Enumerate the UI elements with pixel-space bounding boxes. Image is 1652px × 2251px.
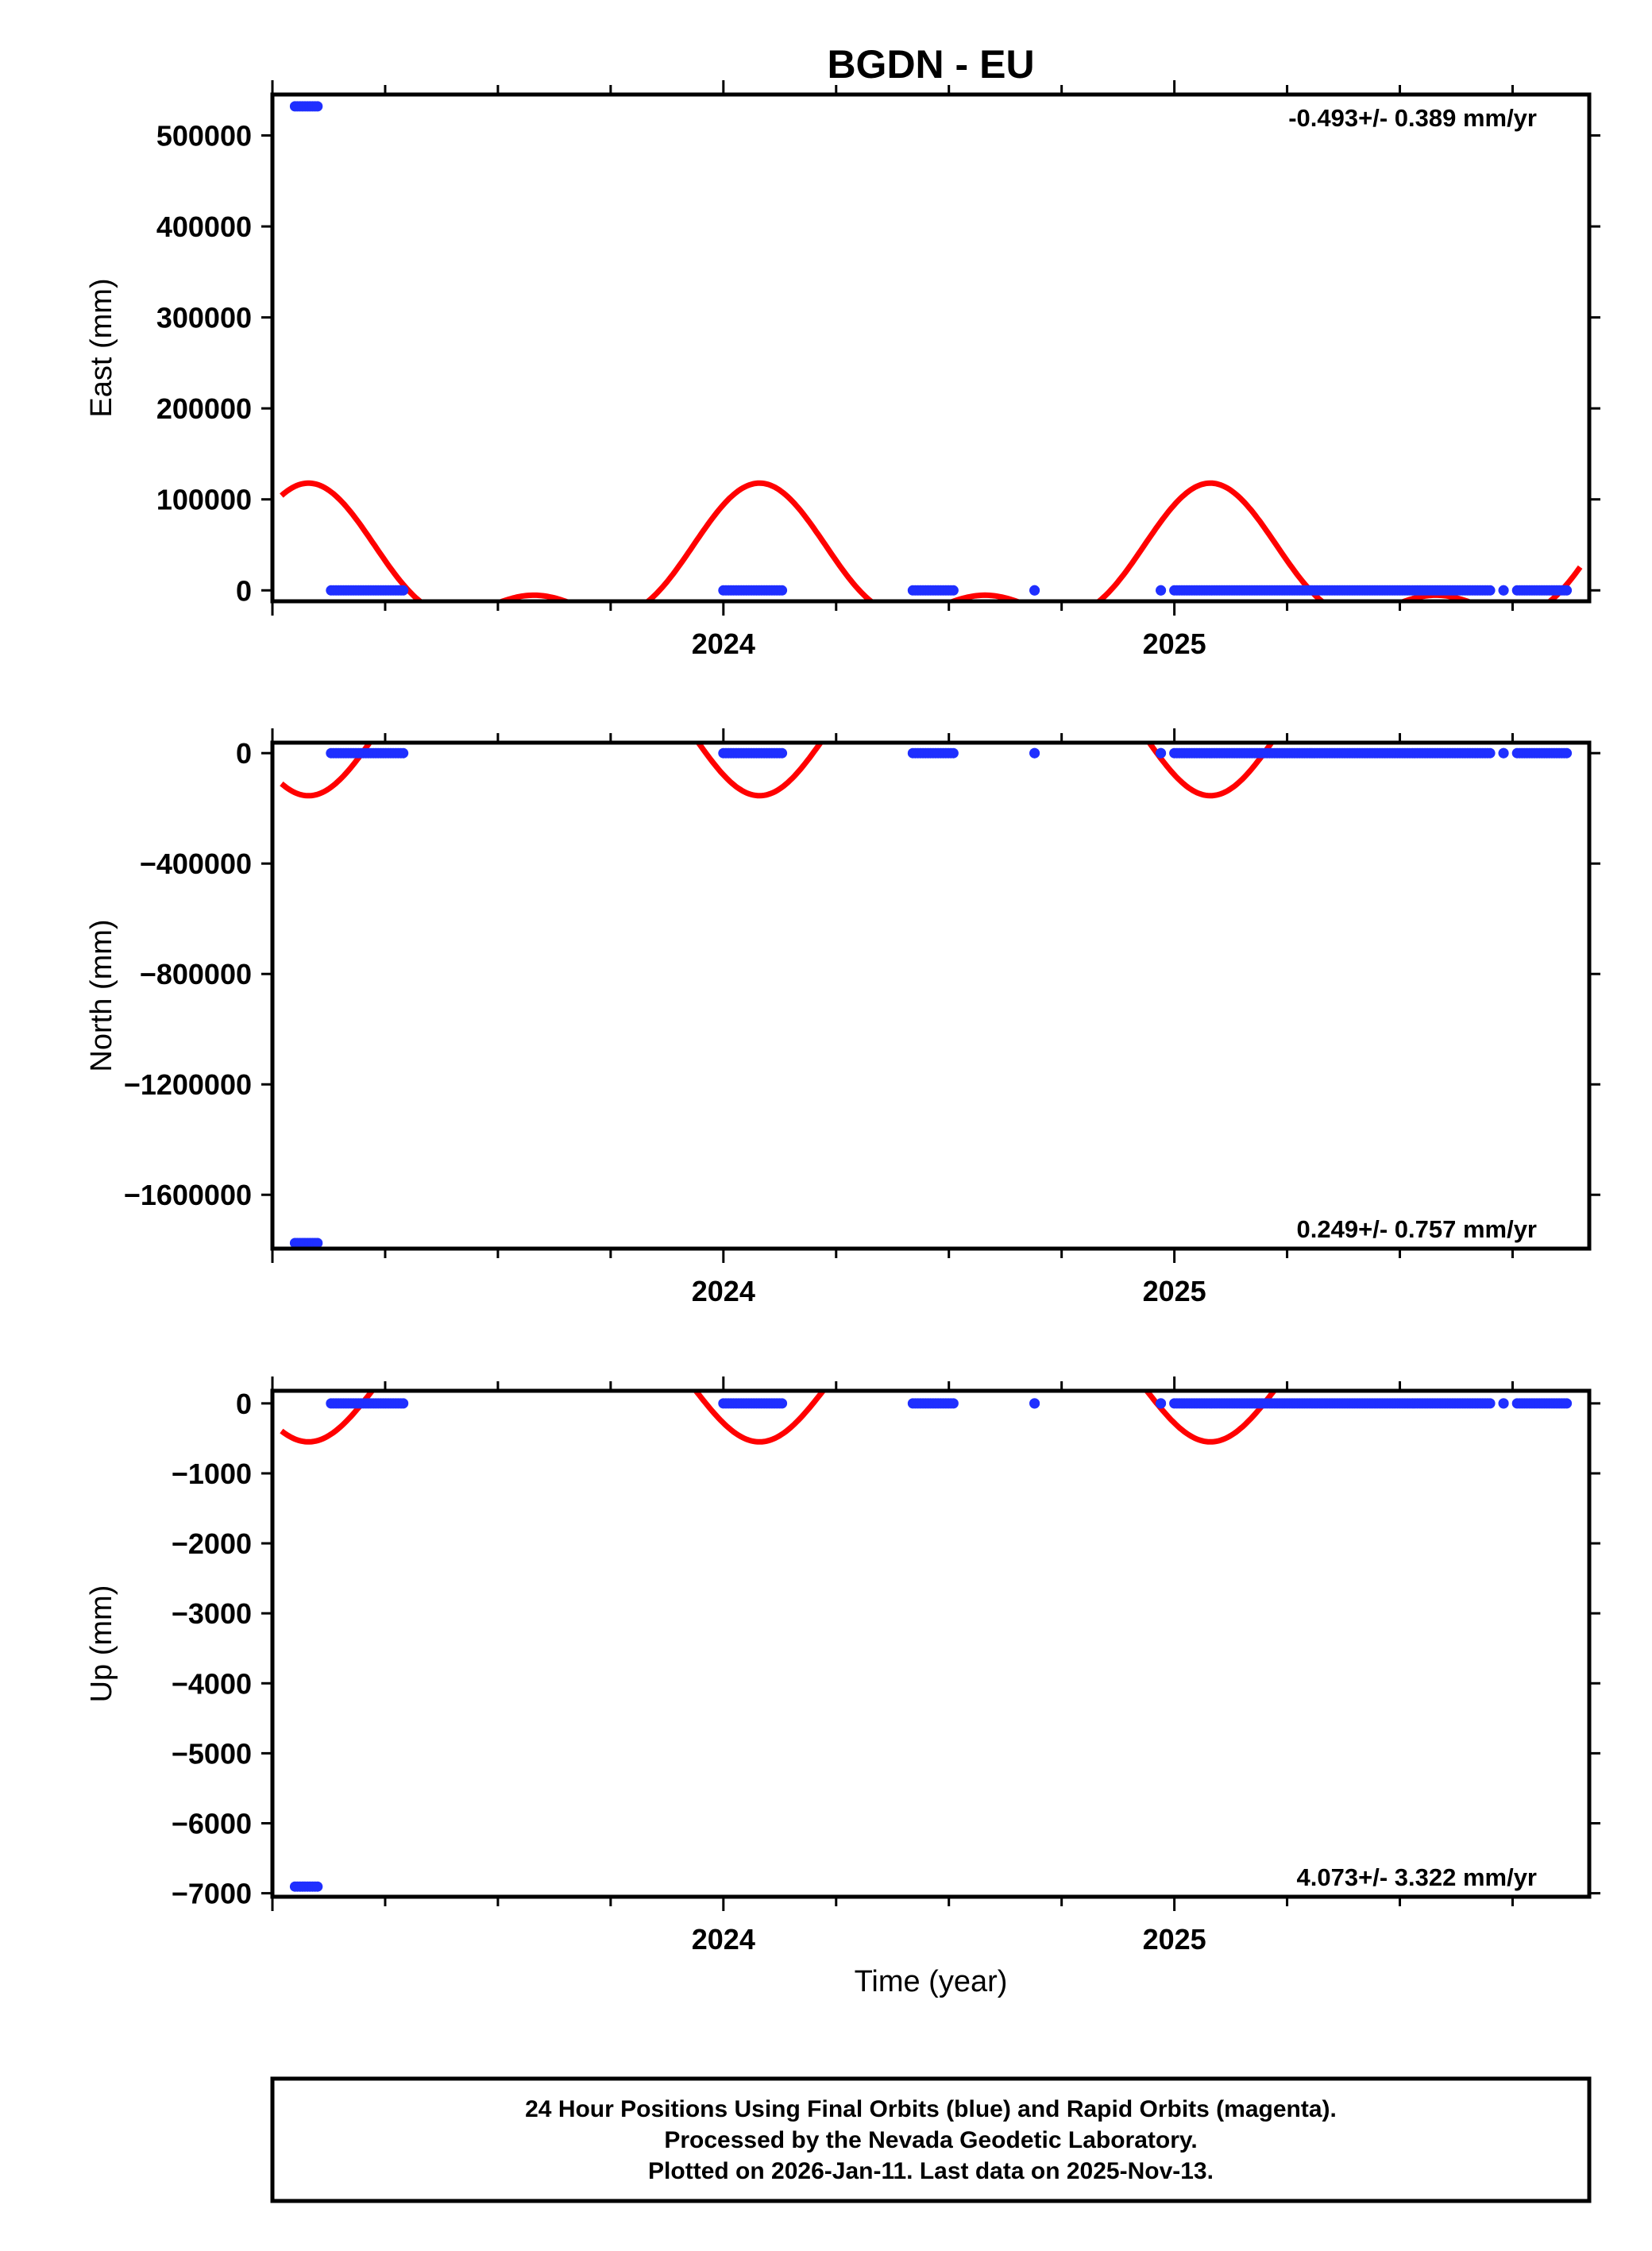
panel-up: 0 −1000 −2000 −3000 −4000 −5000 −6000 −7000 2024… xyxy=(85,1376,1600,1956)
plot-frame-east xyxy=(270,92,1592,604)
y-axis-label: Up (mm) xyxy=(85,1585,118,1703)
data-point xyxy=(1498,1398,1509,1409)
data-point xyxy=(1484,585,1496,596)
panel-east: 0 100000 200000 300000 400000 500000 2024 2025 E… xyxy=(85,80,1600,660)
y-tick-label: −1200000 xyxy=(124,1068,252,1101)
data-point xyxy=(777,1398,788,1409)
footer-line-2: Processed by the Nevada Geodetic Laborat… xyxy=(664,2127,1197,2153)
y-tick-label: 500000 xyxy=(156,120,252,153)
y-tick-label: −2000 xyxy=(172,1527,252,1560)
x-tick-label: 2025 xyxy=(1143,627,1206,660)
data-point xyxy=(1484,1398,1496,1409)
data-point xyxy=(398,747,409,759)
y-tick-label: −800000 xyxy=(140,958,252,990)
data-point xyxy=(948,747,959,759)
model-curve-up xyxy=(280,1391,1278,1445)
plot-frame-north xyxy=(270,740,1592,1251)
panel-north: 0 −400000 −800000 −1200000 −1600000 2024 2025 N… xyxy=(85,728,1600,1307)
data-point xyxy=(1029,585,1040,596)
rate-annotation: -0.493+/- 0.389 mm/yr xyxy=(1288,104,1537,132)
x-tick-label: 2024 xyxy=(692,1923,755,1956)
data-point xyxy=(1561,747,1573,759)
footer-line-1: 24 Hour Positions Using Final Orbits (bl… xyxy=(525,2096,1337,2122)
x-tick-label: 2024 xyxy=(692,1275,755,1307)
panels-group: 0 100000 200000 300000 400000 500000 2024 2025 E… xyxy=(85,80,1600,1956)
y-tick-label: −7000 xyxy=(172,1878,252,1910)
data-point xyxy=(312,1237,323,1249)
data-point xyxy=(1498,747,1509,759)
y-tick-label: 100000 xyxy=(156,484,252,516)
y-tick-label: 300000 xyxy=(156,302,252,334)
y-tick-label: −6000 xyxy=(172,1807,252,1840)
data-point xyxy=(1484,747,1496,759)
data-point xyxy=(777,747,788,759)
plot-frame-up xyxy=(270,1388,1592,1899)
data-point xyxy=(1561,1398,1573,1409)
footer-line-3: Plotted on 2026-Jan-11. Last data on 202… xyxy=(648,2158,1214,2184)
x-axis-label: Time (year) xyxy=(855,1965,1008,1998)
y-tick-label: −1600000 xyxy=(124,1179,252,1211)
data-point xyxy=(1156,585,1167,596)
data-point xyxy=(1561,585,1573,596)
data-point xyxy=(1156,747,1167,759)
y-tick-label: 0 xyxy=(236,737,252,770)
footer-box xyxy=(270,2076,1592,2203)
data-point xyxy=(1498,585,1509,596)
x-tick-label: 2025 xyxy=(1143,1275,1206,1307)
data-point xyxy=(948,1398,959,1409)
y-tick-label: 400000 xyxy=(156,210,252,243)
data-point xyxy=(312,101,323,112)
y-tick-label: −4000 xyxy=(172,1667,252,1700)
data-point xyxy=(1029,747,1040,759)
rate-annotation: 0.249+/- 0.757 mm/yr xyxy=(1297,1215,1537,1243)
figure-title: BGDN - EU xyxy=(827,42,1034,87)
y-tick-label: 200000 xyxy=(156,392,252,425)
x-tick-label: 2025 xyxy=(1143,1923,1206,1956)
y-tick-label: 0 xyxy=(236,574,252,607)
data-point xyxy=(948,585,959,596)
data-point xyxy=(312,1881,323,1892)
y-tick-label: 0 xyxy=(236,1388,252,1420)
y-tick-label: −400000 xyxy=(140,848,252,880)
data-point xyxy=(1029,1398,1040,1409)
data-point xyxy=(1156,1398,1167,1409)
y-tick-label: −1000 xyxy=(172,1458,252,1490)
data-point xyxy=(398,1398,409,1409)
y-tick-label: −5000 xyxy=(172,1737,252,1770)
y-axis-label: North (mm) xyxy=(85,919,118,1071)
rate-annotation: 4.073+/- 3.322 mm/yr xyxy=(1297,1863,1537,1891)
data-point xyxy=(398,585,409,596)
y-tick-label: −3000 xyxy=(172,1597,252,1630)
model-curve-north xyxy=(280,743,1276,799)
data-point xyxy=(777,585,788,596)
y-axis-label: East (mm) xyxy=(85,278,118,417)
x-tick-label: 2024 xyxy=(692,627,755,660)
